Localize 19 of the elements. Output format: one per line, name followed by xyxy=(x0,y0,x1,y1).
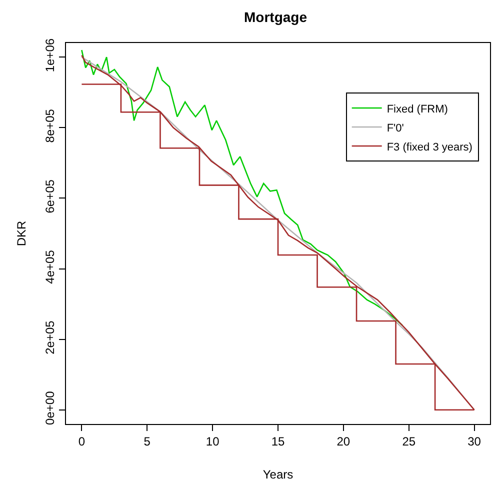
x-tick-label: 30 xyxy=(468,434,482,448)
x-tick-label: 25 xyxy=(402,434,416,448)
x-tick-label: 20 xyxy=(336,434,350,448)
x-tick-label: 5 xyxy=(144,434,151,448)
y-tick-label: 6e+05 xyxy=(43,179,58,214)
y-tick-label: 8e+05 xyxy=(43,108,58,143)
legend-label: F'0' xyxy=(386,122,404,134)
legend-label: F3 (fixed 3 years) xyxy=(386,141,472,154)
y-tick-label: 4e+05 xyxy=(43,250,58,284)
x-tick-label: 15 xyxy=(271,434,285,448)
legend-label: Fixed (FRM) xyxy=(386,103,448,116)
y-tick-label: 1e+06 xyxy=(43,38,58,72)
y-axis-title: DKR xyxy=(14,220,28,246)
y-tick-label: 2e+05 xyxy=(43,320,58,354)
x-tick-label: 10 xyxy=(206,434,220,448)
y-tick-label: 0e+00 xyxy=(43,390,58,425)
x-axis-title: Years xyxy=(262,467,294,482)
chart-title: Mortgage xyxy=(244,8,308,25)
x-tick-label: 0 xyxy=(78,434,86,448)
